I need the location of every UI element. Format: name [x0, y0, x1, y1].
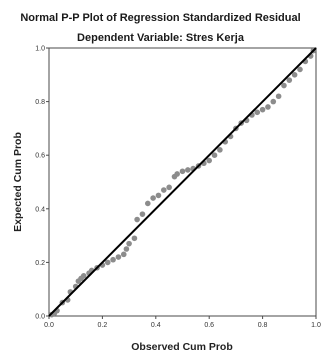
data-point — [270, 98, 277, 105]
data-point — [80, 273, 87, 279]
data-point — [179, 168, 186, 175]
data-point — [297, 66, 303, 73]
data-point — [126, 240, 132, 247]
tick-labels: 0.0 0.2 0.4 0.6 0.8 1.0 0.0 0.2 0.4 0.6 0.8 1.0 — [35, 46, 321, 330]
data-point — [286, 77, 293, 83]
reference-line — [48, 47, 317, 317]
chart-subtitle: Dependent Variable: Stres Kerja — [77, 32, 244, 44]
data-point — [131, 235, 138, 242]
data-point — [259, 106, 266, 113]
x-tick-label: 0.6 — [204, 322, 214, 329]
data-point — [174, 171, 180, 177]
data-point — [123, 246, 130, 252]
x-tick-label: 1.0 — [311, 322, 321, 329]
x-tick-label: 0.4 — [151, 322, 161, 329]
data-point — [115, 254, 122, 260]
y-tick-label: 0.8 — [35, 99, 45, 106]
data-point — [206, 157, 212, 164]
data-point — [211, 152, 218, 158]
x-tick-label: 0.8 — [258, 322, 268, 329]
data-point — [139, 211, 146, 217]
data-point — [155, 192, 162, 199]
data-point — [265, 104, 271, 110]
data-point — [144, 200, 151, 207]
y-tick-label: 0.4 — [35, 206, 45, 213]
x-tick-label: 0.0 — [44, 322, 54, 329]
data-point — [291, 72, 298, 78]
data-point — [150, 195, 156, 201]
data-point — [134, 216, 140, 223]
y-axis-label: Expected Cum Prob — [12, 132, 24, 232]
data-point — [161, 187, 167, 193]
y-tick-label: 1.0 — [35, 46, 45, 53]
y-tick-label: 0.0 — [35, 314, 45, 321]
data-point — [185, 167, 191, 173]
data-point — [120, 251, 127, 258]
x-axis-label: Observed Cum Prob — [131, 341, 233, 352]
data-point — [104, 259, 111, 266]
y-tick-label: 0.2 — [35, 260, 45, 267]
x-tick-label: 0.2 — [98, 322, 108, 329]
data-point — [281, 82, 287, 89]
data-point — [254, 109, 261, 116]
data-point — [166, 184, 172, 191]
data-point — [110, 256, 116, 263]
chart-title: Normal P-P Plot of Regression Standardiz… — [20, 12, 301, 24]
data-point — [275, 93, 282, 100]
y-tick-label: 0.6 — [35, 153, 45, 160]
data-point — [217, 147, 223, 153]
